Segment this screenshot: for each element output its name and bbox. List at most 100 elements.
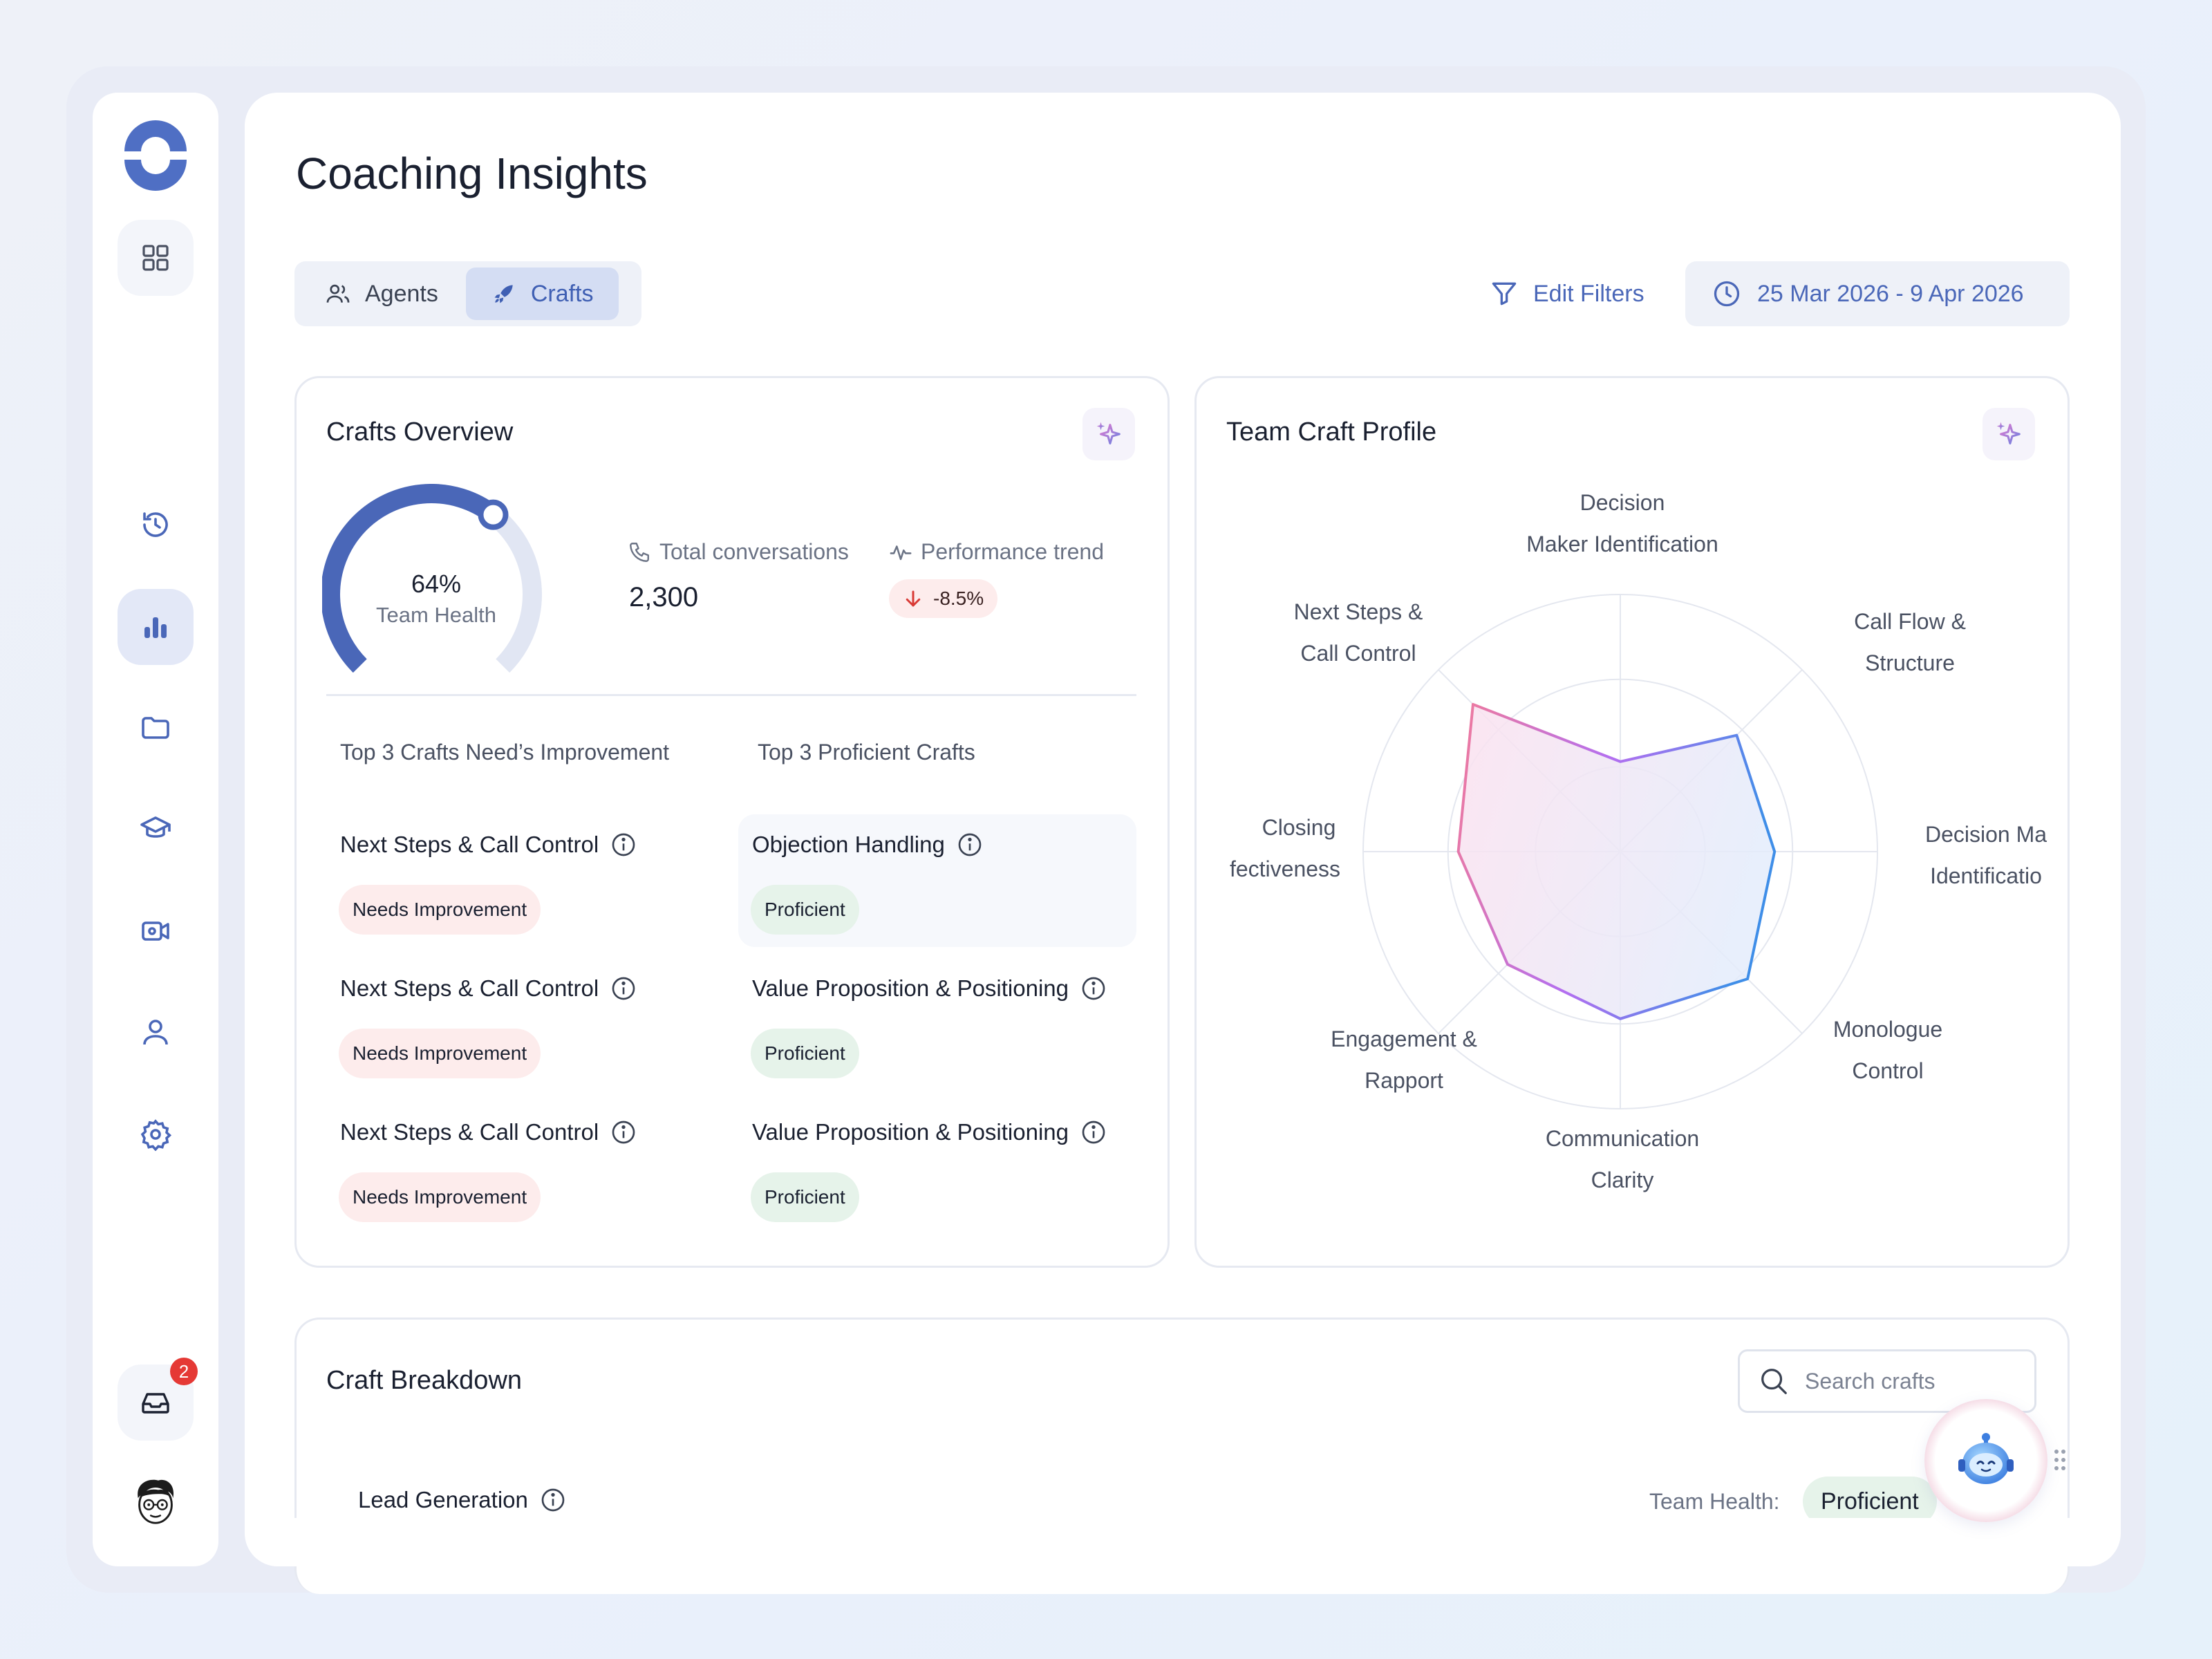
info-icon[interactable] — [610, 831, 637, 859]
craft-label: Next Steps & Call Control — [340, 975, 599, 1001]
gear-icon — [140, 1119, 172, 1151]
info-icon[interactable] — [610, 1118, 637, 1146]
video-icon — [142, 921, 169, 941]
breakdown-row-label: Lead Generation — [358, 1487, 528, 1512]
radar-series-area — [1456, 702, 1777, 1020]
activity-icon — [890, 545, 912, 560]
radar-axis-label: Decision Ma Identificatio — [1924, 822, 2047, 888]
total-conversations-text: Total conversations — [659, 539, 849, 564]
sparkle-icon — [1996, 422, 2021, 444]
tab-agents[interactable]: Agents — [300, 268, 463, 320]
folder-icon — [142, 717, 169, 739]
radar-axis-label: Call Flow & Structure — [1854, 609, 1966, 675]
sidebar-item-inbox[interactable]: 2 — [118, 1358, 198, 1441]
search-crafts[interactable] — [1738, 1349, 2036, 1413]
team-health-value: 64% — [411, 570, 462, 598]
improvement-craft-name: Next Steps & Call Control — [340, 831, 637, 859]
proficient-craft-name: Value Proposition & Positioning — [752, 1118, 1107, 1146]
sidebar — [93, 93, 218, 1566]
radar-chart — [1362, 594, 1878, 1109]
tab-agents-label: Agents — [365, 280, 438, 307]
robot-icon — [1958, 1433, 2014, 1484]
sidebar-item-insights[interactable] — [118, 589, 194, 665]
info-icon[interactable] — [1080, 975, 1107, 1002]
phone-icon — [630, 542, 649, 562]
status-badge: Proficient — [751, 1172, 859, 1222]
info-icon[interactable] — [956, 831, 984, 859]
status-badge: Proficient — [751, 1029, 859, 1078]
craft-label: Next Steps & Call Control — [340, 832, 599, 857]
date-range-picker[interactable]: 25 Mar 2026 - 9 Apr 2026 — [1685, 261, 2070, 326]
sidebar-item-settings[interactable] — [118, 1096, 194, 1172]
team-health-label: Team Health: — [1649, 1489, 1780, 1514]
proficient-heading: Top 3 Proficient Crafts — [758, 740, 975, 765]
radar-axis-label: Engagement & Rapport — [1331, 1027, 1477, 1093]
clock-icon — [1714, 281, 1740, 307]
sidebar-item-training[interactable] — [118, 791, 194, 867]
date-range-value: 25 Mar 2026 - 9 Apr 2026 — [1757, 280, 2024, 307]
inbox-icon — [142, 1393, 169, 1414]
team-craft-profile-card: Decision Maker Identification Call Flow &… — [1194, 376, 2070, 1268]
status-badge: Proficient — [751, 885, 859, 935]
inbox-badge: 2 — [170, 1358, 198, 1385]
sidebar-item-folders[interactable] — [118, 690, 194, 766]
assistant-bot-button[interactable] — [1924, 1399, 2047, 1522]
graduation-cap-icon — [140, 816, 171, 838]
team-craft-profile-title: Team Craft Profile — [1226, 418, 1437, 447]
main-bottom-mask — [249, 1518, 2115, 1566]
search-icon — [1761, 1369, 1787, 1394]
users-icon — [326, 284, 350, 303]
craft-label: Objection Handling — [752, 832, 945, 857]
info-icon[interactable] — [539, 1486, 567, 1514]
radar-axis-label: fectiveness — [1229, 856, 1341, 881]
view-switcher: Agents Crafts — [294, 261, 641, 326]
drag-handle-icon[interactable] — [2053, 1447, 2067, 1472]
page-title: Coaching Insights — [296, 149, 648, 198]
craft-label: Value Proposition & Positioning — [752, 975, 1069, 1001]
radar-axis-label: Next Steps & Call Control — [1293, 599, 1423, 666]
tab-crafts[interactable]: Crafts — [465, 268, 619, 320]
edit-filters-button[interactable]: Edit Filters — [1489, 261, 1644, 326]
history-icon — [143, 512, 168, 537]
search-input[interactable] — [1805, 1368, 2026, 1394]
ai-insights-button[interactable] — [1082, 408, 1135, 460]
tab-crafts-label: Crafts — [530, 280, 594, 307]
craft-label: Next Steps & Call Control — [340, 1119, 599, 1145]
breakdown-row-name[interactable]: Lead Generation — [358, 1486, 567, 1514]
sidebar-item-users[interactable] — [118, 994, 194, 1070]
radar-axis-label: Decision Maker Identification — [1526, 490, 1718, 556]
sidebar-item-recordings[interactable] — [118, 893, 194, 969]
status-badge: Needs Improvement — [339, 1172, 541, 1222]
info-icon[interactable] — [610, 975, 637, 1002]
proficient-craft-name: Value Proposition & Positioning — [752, 975, 1107, 1002]
logo — [124, 120, 187, 191]
improvement-craft-name: Next Steps & Call Control — [340, 975, 637, 1002]
team-health-gauge — [322, 484, 542, 673]
craft-label: Value Proposition & Positioning — [752, 1119, 1069, 1145]
ai-insights-button[interactable] — [1983, 408, 2035, 460]
divider — [326, 694, 1136, 696]
radar-axis-label: Monologue Control — [1833, 1017, 1943, 1083]
proficient-craft-name: Objection Handling — [752, 831, 984, 859]
user-icon — [143, 1020, 168, 1045]
rocket-icon — [494, 285, 513, 303]
radar-axis-label: Communication Clarity — [1545, 1126, 1700, 1192]
sidebar-item-history[interactable] — [118, 487, 194, 563]
craft-breakdown-title: Craft Breakdown — [326, 1366, 523, 1395]
improvement-craft-name: Next Steps & Call Control — [340, 1118, 637, 1146]
sparkle-icon — [1096, 422, 1121, 444]
info-icon[interactable] — [1080, 1118, 1107, 1146]
status-badge: Needs Improvement — [339, 885, 541, 935]
team-health-label: Team Health — [375, 603, 497, 627]
sidebar-item-dashboard[interactable] — [118, 220, 194, 296]
status-badge: Needs Improvement — [339, 1029, 541, 1078]
filter-icon — [1492, 282, 1517, 306]
performance-trend-label: Performance trend — [889, 539, 1104, 565]
improvement-heading: Top 3 Crafts Need’s Improvement — [340, 740, 670, 765]
avatar[interactable] — [129, 1474, 182, 1528]
performance-trend-badge: -8.5% — [889, 579, 998, 618]
edit-filters-label: Edit Filters — [1533, 280, 1644, 307]
total-conversations-value: 2,300 — [629, 582, 699, 612]
bar-chart-icon — [144, 617, 167, 638]
performance-trend-text: Performance trend — [921, 539, 1105, 564]
